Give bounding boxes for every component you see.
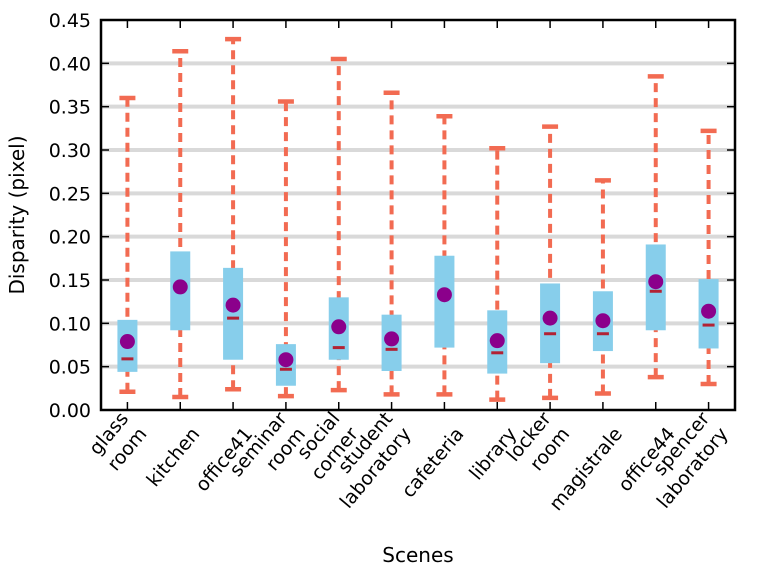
- y-tick-label: 0.35: [49, 97, 91, 119]
- box-group: [434, 113, 455, 397]
- boxes: [117, 36, 719, 402]
- mean-marker: [331, 319, 347, 335]
- mean-marker: [701, 303, 717, 319]
- box-group: [645, 74, 666, 380]
- box-group: [540, 124, 561, 401]
- y-tick-label: 0.30: [49, 140, 91, 162]
- mean-marker: [542, 310, 558, 326]
- mean-marker: [595, 313, 611, 329]
- mean-marker: [278, 352, 294, 368]
- box-group: [381, 90, 402, 397]
- y-tick-label: 0.25: [49, 183, 91, 205]
- y-tick-label: 0.45: [49, 10, 91, 32]
- y-tick-label: 0.40: [49, 53, 91, 75]
- y-tick-label: 0.10: [49, 313, 91, 335]
- box-group: [487, 146, 508, 402]
- x-tick-label: lockerroom: [502, 408, 574, 482]
- y-tick-label: 0.00: [49, 400, 91, 422]
- y-tick-label: 0.05: [49, 357, 91, 379]
- mean-marker: [489, 333, 505, 349]
- box-group: [275, 99, 296, 399]
- box-group: [592, 178, 613, 396]
- y-axis: 0.00 0.05 0.10 0.15 0.20 0.25 0.30 0.35 0.40 0.45: [49, 10, 735, 422]
- box-group: [223, 36, 244, 392]
- mean-marker: [119, 334, 135, 350]
- mean-marker: [172, 279, 188, 295]
- mean-marker: [436, 287, 452, 303]
- plot-frame: [99, 18, 737, 412]
- mean-marker: [225, 297, 241, 313]
- gridlines: [101, 61, 735, 369]
- box: [223, 267, 244, 360]
- box-group: [328, 56, 349, 393]
- x-axis-label: Scenes: [382, 543, 453, 567]
- y-tick-label: 0.15: [49, 270, 91, 292]
- mean-marker: [648, 274, 664, 290]
- x-tick-label: glassroom: [85, 408, 152, 475]
- box-group: [117, 95, 138, 395]
- y-axis-label: Disparity (pixel): [5, 135, 29, 294]
- mean-marker: [384, 331, 400, 347]
- box-group: [698, 128, 719, 387]
- y-tick-label: 0.20: [49, 227, 91, 249]
- box-group: [170, 48, 191, 400]
